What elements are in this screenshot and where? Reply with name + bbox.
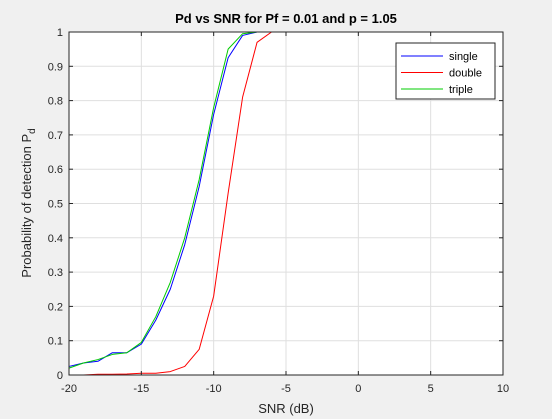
x-axis-label: SNR (dB) bbox=[258, 401, 314, 416]
y-tick-label: 0.4 bbox=[48, 233, 63, 245]
y-tick-label: 0.5 bbox=[48, 199, 63, 211]
chart-title: Pd vs SNR for Pf = 0.01 and p = 1.05 bbox=[175, 11, 397, 26]
x-tick-label: 0 bbox=[355, 383, 361, 395]
y-tick-label: 0.9 bbox=[48, 61, 63, 73]
y-tick-label: 0.6 bbox=[48, 164, 63, 176]
x-tick-label: -15 bbox=[133, 383, 149, 395]
y-tick-label: 0.8 bbox=[48, 96, 63, 108]
x-tick-label: -10 bbox=[206, 383, 222, 395]
y-tick-label: 0.1 bbox=[48, 336, 63, 348]
y-axis-label: Probability of detection Pd bbox=[19, 128, 38, 277]
x-tick-label: -20 bbox=[61, 383, 77, 395]
y-tick-label: 1 bbox=[57, 27, 63, 39]
x-tick-label: -5 bbox=[281, 383, 291, 395]
legend-label-double: double bbox=[449, 68, 482, 80]
legend-label-single: single bbox=[449, 51, 478, 63]
y-axis-label-main: Probability of detection P bbox=[19, 134, 34, 278]
axis-ticks: -20 -15 -10 -5 0 5 10 0 0.1 0.2 0.3 0.4 0.5 0.6 0.7 0.8… bbox=[48, 27, 509, 395]
legend: single double triple bbox=[395, 42, 496, 100]
x-tick-label: 10 bbox=[497, 383, 509, 395]
y-tick-label: 0.7 bbox=[48, 130, 63, 142]
legend-box bbox=[395, 42, 496, 100]
x-tick-label: 5 bbox=[428, 383, 434, 395]
y-tick-label: 0.2 bbox=[48, 301, 63, 313]
y-axis-label-subscript: d bbox=[27, 128, 38, 134]
y-tick-label: 0.3 bbox=[48, 267, 63, 279]
y-tick-label: 0 bbox=[57, 370, 63, 382]
legend-label-triple: triple bbox=[449, 84, 473, 96]
